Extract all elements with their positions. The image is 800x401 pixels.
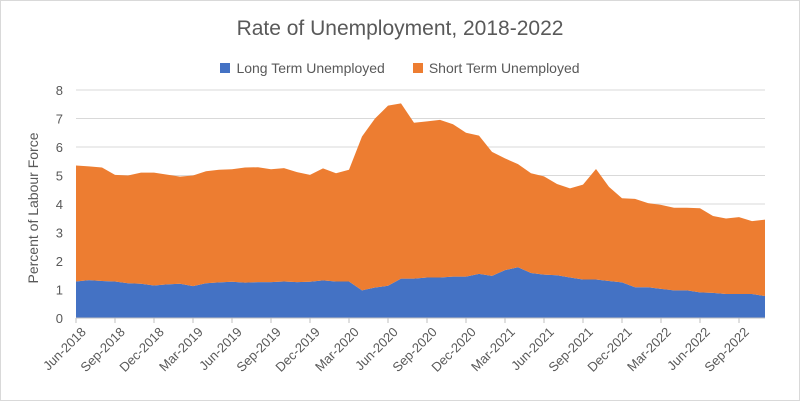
y-tick-label-8: 8 — [56, 83, 63, 98]
y-tick-label-0: 0 — [56, 311, 63, 326]
y-axis-label: Percent of Labour Force — [25, 132, 41, 283]
legend-swatch-long-term — [220, 63, 231, 73]
y-tick-label-3: 3 — [56, 226, 63, 241]
legend-item-short-term: Short Term Unemployed — [412, 60, 580, 76]
y-tick-label-2: 2 — [56, 254, 63, 269]
y-tick-labels: 0 1 2 3 4 5 6 7 8 — [56, 83, 63, 326]
stacked-areas — [76, 103, 765, 318]
area-short-term-unemployed — [76, 103, 765, 297]
axes — [75, 317, 765, 323]
legend-label-long-term: Long Term Unemployed — [236, 60, 385, 76]
y-tick-label-4: 4 — [56, 197, 63, 212]
y-tick-label-6: 6 — [56, 140, 63, 155]
legend-swatch-short-term — [412, 63, 423, 73]
y-tick-label-5: 5 — [56, 169, 63, 184]
x-tick-labels: Jun-2018Sep-2018Dec-2018Mar-2019Jun-2019… — [40, 324, 752, 374]
area-long-term-unemployed — [76, 267, 765, 318]
chart-legend: Long Term Unemployed Short Term Unemploy… — [0, 60, 800, 76]
chart-title: Rate of Unemployment, 2018-2022 — [236, 17, 564, 40]
legend-label-short-term: Short Term Unemployed — [428, 60, 580, 76]
y-tick-label-7: 7 — [56, 112, 63, 127]
legend-item-long-term: Long Term Unemployed — [220, 60, 385, 76]
y-tick-label-1: 1 — [56, 283, 63, 298]
